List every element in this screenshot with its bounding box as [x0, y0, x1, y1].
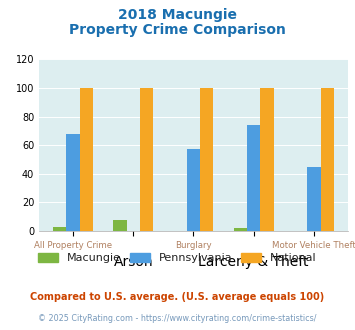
Bar — [247, 125, 260, 231]
Bar — [260, 88, 274, 231]
Bar — [53, 227, 66, 231]
Legend: Macungie, Pennsylvania, National: Macungie, Pennsylvania, National — [34, 248, 321, 268]
Bar — [200, 88, 213, 231]
Text: Property Crime Comparison: Property Crime Comparison — [69, 23, 286, 37]
Bar — [113, 219, 127, 231]
Bar — [321, 88, 334, 231]
Text: © 2025 CityRating.com - https://www.cityrating.com/crime-statistics/: © 2025 CityRating.com - https://www.city… — [38, 314, 317, 323]
Bar — [234, 228, 247, 231]
Bar — [66, 134, 80, 231]
Bar — [80, 88, 93, 231]
Bar — [140, 88, 153, 231]
Text: Compared to U.S. average. (U.S. average equals 100): Compared to U.S. average. (U.S. average … — [31, 292, 324, 302]
Bar — [307, 167, 321, 231]
Text: 2018 Macungie: 2018 Macungie — [118, 8, 237, 22]
Bar — [187, 149, 200, 231]
